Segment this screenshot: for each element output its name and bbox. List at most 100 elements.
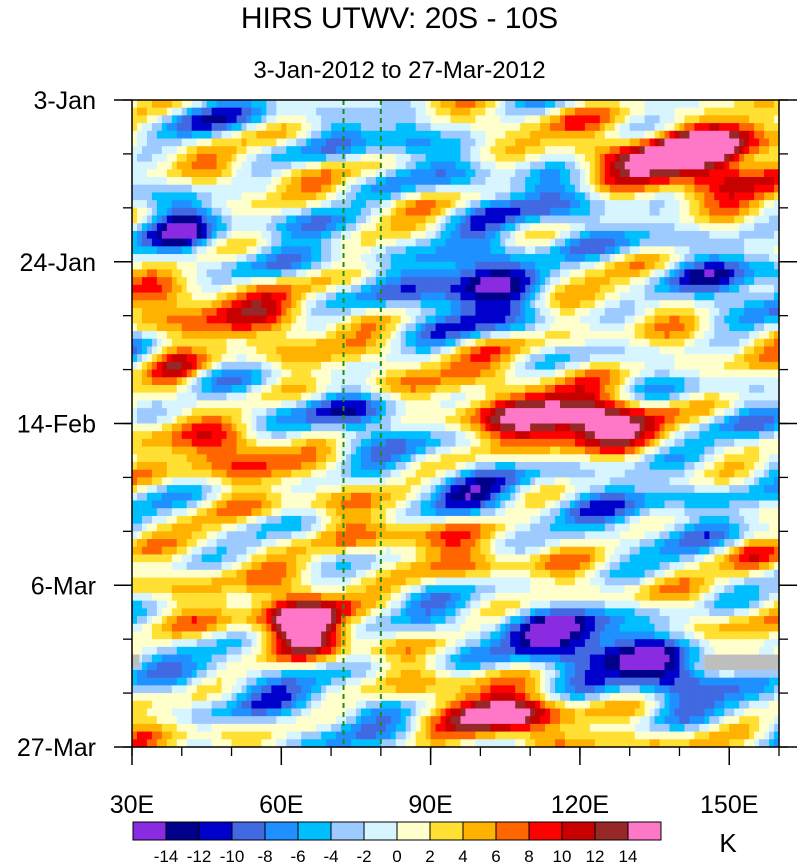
field-cell bbox=[296, 223, 302, 232]
field-cell bbox=[699, 254, 705, 263]
field-cell bbox=[261, 392, 267, 401]
field-cell bbox=[689, 261, 695, 271]
field-cell bbox=[206, 230, 213, 240]
field-cell bbox=[316, 292, 322, 301]
field-cell bbox=[226, 177, 233, 186]
field-cell bbox=[505, 254, 511, 263]
field-cell bbox=[251, 146, 258, 155]
field-cell bbox=[311, 377, 317, 386]
field-cell bbox=[296, 169, 302, 178]
field-cell bbox=[191, 384, 198, 394]
field-cell bbox=[774, 307, 780, 317]
field-cell bbox=[445, 107, 452, 116]
field-cell bbox=[709, 192, 715, 201]
field-cell bbox=[132, 200, 138, 209]
field-cell bbox=[649, 323, 656, 332]
field-cell bbox=[749, 384, 755, 394]
field-cell bbox=[445, 384, 452, 394]
field-cell bbox=[211, 361, 218, 371]
field-cell bbox=[380, 223, 387, 232]
field-cell bbox=[281, 184, 287, 194]
field-cell bbox=[500, 207, 506, 217]
field-cell bbox=[196, 100, 203, 109]
field-cell bbox=[321, 323, 327, 332]
field-cell bbox=[609, 292, 616, 301]
field-cell bbox=[749, 146, 755, 155]
field-cell bbox=[216, 207, 223, 217]
field-cell bbox=[350, 192, 357, 201]
field-cell bbox=[530, 284, 536, 294]
field-cell bbox=[136, 300, 143, 309]
field-cell bbox=[584, 123, 591, 132]
field-cell bbox=[375, 169, 382, 178]
field-cell bbox=[455, 377, 462, 386]
field-cell bbox=[151, 292, 158, 301]
field-cell bbox=[395, 315, 402, 324]
field-cell bbox=[500, 377, 506, 386]
field-cell bbox=[709, 323, 715, 332]
field-cell bbox=[550, 161, 556, 170]
field-cell bbox=[201, 177, 208, 186]
field-cell bbox=[256, 177, 262, 186]
field-cell bbox=[674, 153, 681, 163]
field-cell bbox=[644, 254, 651, 263]
field-cell bbox=[510, 300, 516, 309]
field-cell bbox=[540, 200, 546, 209]
field-cell bbox=[719, 161, 725, 170]
field-cell bbox=[699, 161, 705, 170]
field-cell bbox=[500, 346, 506, 355]
field-cell bbox=[360, 261, 367, 271]
field-cell bbox=[246, 315, 253, 324]
field-cell bbox=[365, 100, 372, 109]
field-cell bbox=[350, 331, 357, 340]
field-cell bbox=[395, 269, 402, 278]
field-cell bbox=[679, 238, 686, 247]
field-cell bbox=[132, 215, 138, 224]
field-cell bbox=[405, 215, 412, 224]
field-cell bbox=[550, 315, 556, 324]
field-cell bbox=[560, 354, 566, 363]
field-cell bbox=[226, 254, 233, 263]
field-cell bbox=[346, 323, 352, 332]
field-cell bbox=[281, 161, 287, 170]
field-cell bbox=[445, 138, 452, 147]
field-cell bbox=[360, 300, 367, 309]
field-cell bbox=[360, 130, 367, 140]
field-cell bbox=[774, 100, 780, 109]
field-cell bbox=[460, 230, 467, 240]
field-cell bbox=[654, 184, 661, 194]
field-cell bbox=[201, 223, 208, 232]
field-cell bbox=[336, 107, 342, 116]
field-cell bbox=[380, 338, 387, 348]
field-cell bbox=[430, 192, 437, 201]
field-cell bbox=[132, 230, 138, 240]
field-cell bbox=[355, 153, 362, 163]
field-cell bbox=[171, 215, 178, 224]
field-cell bbox=[679, 277, 686, 286]
field-cell bbox=[535, 384, 541, 394]
field-cell bbox=[410, 369, 417, 378]
field-cell bbox=[410, 246, 417, 255]
field-cell bbox=[634, 169, 641, 178]
field-cell bbox=[445, 261, 452, 271]
field-cell bbox=[276, 200, 282, 209]
field-cell bbox=[455, 346, 462, 355]
field-cell bbox=[490, 269, 496, 278]
field-cell bbox=[206, 238, 213, 247]
field-cell bbox=[326, 161, 332, 170]
field-cell bbox=[560, 277, 566, 286]
field-cell bbox=[156, 284, 163, 294]
field-cell bbox=[530, 331, 536, 340]
field-cell bbox=[311, 223, 317, 232]
field-cell bbox=[360, 323, 367, 332]
field-cell bbox=[485, 292, 491, 301]
field-cell bbox=[470, 246, 477, 255]
field-cell bbox=[540, 277, 546, 286]
field-cell bbox=[191, 184, 198, 194]
field-cell bbox=[694, 169, 700, 178]
field-cell bbox=[141, 346, 148, 355]
field-cell bbox=[346, 377, 352, 386]
field-cell bbox=[156, 323, 163, 332]
field-cell bbox=[679, 254, 686, 263]
field-cell bbox=[231, 200, 238, 209]
